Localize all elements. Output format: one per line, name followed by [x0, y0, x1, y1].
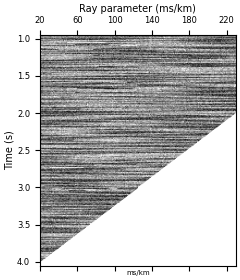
Y-axis label: Time (s): Time (s) [4, 130, 14, 170]
X-axis label: Ray parameter (ms/km): Ray parameter (ms/km) [79, 4, 196, 14]
Text: ms/km: ms/km [126, 270, 150, 276]
